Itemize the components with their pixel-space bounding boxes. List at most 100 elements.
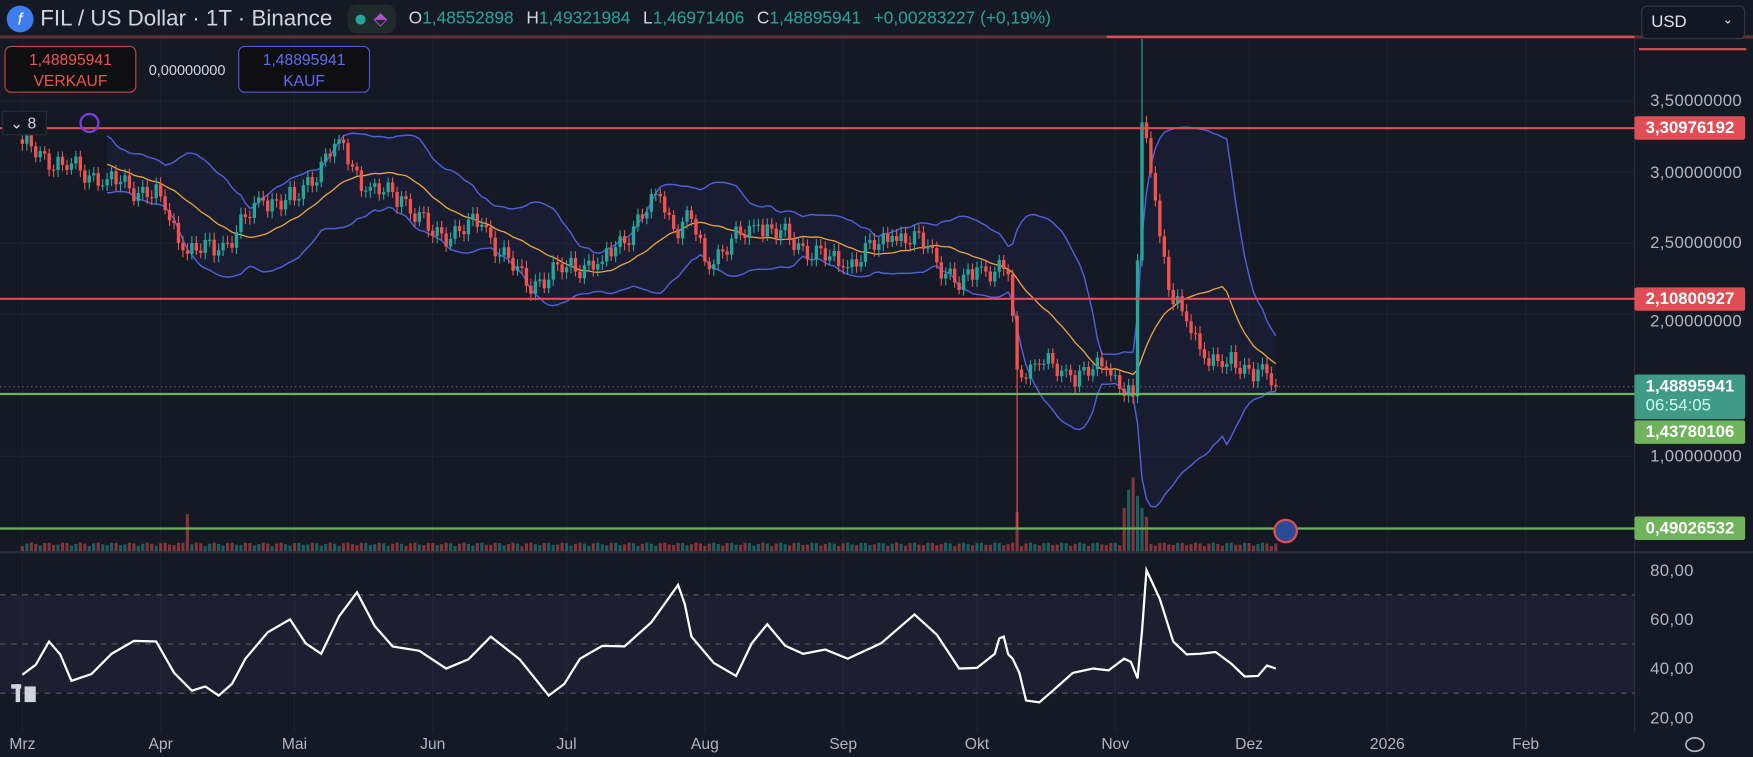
candle-body bbox=[506, 247, 511, 258]
indicator-count: 8 bbox=[27, 114, 37, 132]
candle-body bbox=[123, 175, 127, 182]
volume-bar bbox=[194, 542, 198, 552]
volume-bar bbox=[328, 542, 332, 552]
candle-body bbox=[734, 226, 738, 239]
candle-body bbox=[752, 225, 756, 227]
volume-bar bbox=[310, 542, 314, 552]
candle-body bbox=[743, 234, 747, 239]
volume-bar bbox=[1274, 543, 1278, 552]
market-status-pill[interactable]: ⬘ bbox=[347, 4, 396, 34]
candle-body bbox=[663, 196, 667, 213]
volume-bar bbox=[1006, 544, 1010, 552]
candle-body bbox=[783, 223, 787, 231]
volume-bar bbox=[502, 545, 506, 552]
volume-bar bbox=[1260, 542, 1265, 552]
volume-bar bbox=[279, 542, 283, 552]
volume-bar bbox=[565, 543, 569, 552]
volume-bar bbox=[984, 544, 988, 552]
volume-bar bbox=[904, 545, 908, 552]
candle-body bbox=[703, 238, 707, 262]
indicator-toggle[interactable]: ⌄ 8 bbox=[2, 110, 47, 136]
symbol-title[interactable]: FIL / US Dollar · 1T · Binance bbox=[40, 6, 333, 31]
candle-body bbox=[966, 269, 970, 275]
candle-body bbox=[475, 213, 480, 227]
candle-body bbox=[408, 199, 413, 214]
candle-body bbox=[1126, 385, 1131, 396]
volume-bar bbox=[1238, 544, 1242, 552]
volume-bar bbox=[141, 543, 145, 552]
volume-bar bbox=[582, 543, 586, 552]
volume-bar bbox=[453, 546, 457, 552]
candle-body bbox=[890, 236, 894, 242]
volume-bar bbox=[573, 543, 578, 552]
time-axis-label: 2026 bbox=[1369, 734, 1405, 753]
volume-bar bbox=[1131, 477, 1135, 552]
candle-body bbox=[332, 143, 337, 157]
volume-bar bbox=[110, 542, 114, 552]
replay-icon bbox=[79, 112, 100, 134]
bar-countdown: 06:54:05 bbox=[1645, 395, 1711, 415]
currency-select[interactable]: USD ⌄ bbox=[1641, 5, 1746, 40]
candle-body bbox=[1269, 373, 1274, 386]
volume-bar bbox=[1024, 543, 1028, 552]
candle-body bbox=[886, 233, 890, 242]
settings-eye-icon[interactable] bbox=[1685, 737, 1705, 753]
volume-bar bbox=[654, 545, 658, 552]
volume-bar bbox=[159, 543, 163, 552]
volume-bar bbox=[1104, 545, 1108, 552]
candle-body bbox=[828, 256, 832, 261]
candle-body bbox=[578, 271, 582, 279]
volume-bar bbox=[774, 543, 778, 552]
volume-bar bbox=[199, 543, 203, 552]
filecoin-logo-icon: f bbox=[6, 5, 34, 33]
candle-body bbox=[872, 240, 877, 250]
volume-bar bbox=[493, 542, 497, 552]
candle-body bbox=[618, 236, 622, 248]
sell-button[interactable]: 1,48895941 VERKAUF bbox=[4, 45, 137, 93]
volume-bar bbox=[341, 543, 346, 552]
candle-body bbox=[502, 247, 506, 256]
economic-event-flag-icon[interactable] bbox=[1273, 518, 1298, 544]
volume-bar bbox=[721, 545, 725, 552]
candle-body bbox=[854, 259, 859, 267]
volume-bar bbox=[979, 542, 983, 552]
candle-body bbox=[382, 192, 386, 195]
candle-body bbox=[435, 227, 439, 237]
candle-body bbox=[216, 250, 221, 256]
candle-body bbox=[1028, 364, 1033, 379]
share-icon[interactable]: ⬘ bbox=[373, 10, 388, 30]
candle-body bbox=[1077, 370, 1082, 387]
volume-bar bbox=[1198, 543, 1202, 552]
buy-button[interactable]: 1,48895941 KAUF bbox=[238, 45, 371, 93]
candle-body bbox=[819, 245, 823, 249]
volume-bar bbox=[315, 543, 319, 552]
currency-value: USD bbox=[1651, 12, 1687, 32]
candle-body bbox=[100, 185, 105, 187]
candle-body bbox=[167, 210, 172, 221]
tradingview-logo-icon bbox=[11, 684, 36, 703]
candle-body bbox=[948, 268, 952, 274]
resistance-price-tag: 3,30976192 bbox=[1634, 116, 1746, 140]
candle-body bbox=[65, 165, 69, 170]
volume-bar bbox=[69, 545, 73, 552]
candle-body bbox=[34, 146, 38, 158]
volume-bar bbox=[1020, 546, 1024, 552]
candle-body bbox=[368, 186, 372, 191]
candle-body bbox=[979, 266, 984, 268]
candle-body bbox=[1068, 369, 1073, 376]
candle-body bbox=[698, 234, 703, 239]
candle-body bbox=[1176, 296, 1180, 305]
candle-body bbox=[158, 184, 163, 197]
volume-bar bbox=[703, 546, 707, 552]
candle-body bbox=[832, 250, 836, 257]
volume-bar bbox=[1243, 542, 1247, 552]
candle-body bbox=[894, 236, 899, 241]
volume-bar bbox=[471, 545, 475, 552]
volume-bar bbox=[694, 542, 698, 552]
volume-bar bbox=[56, 544, 60, 552]
volume-bar bbox=[542, 542, 546, 552]
volume-bar bbox=[364, 542, 368, 552]
candle-body bbox=[957, 282, 961, 291]
volume-bar bbox=[1158, 543, 1162, 552]
